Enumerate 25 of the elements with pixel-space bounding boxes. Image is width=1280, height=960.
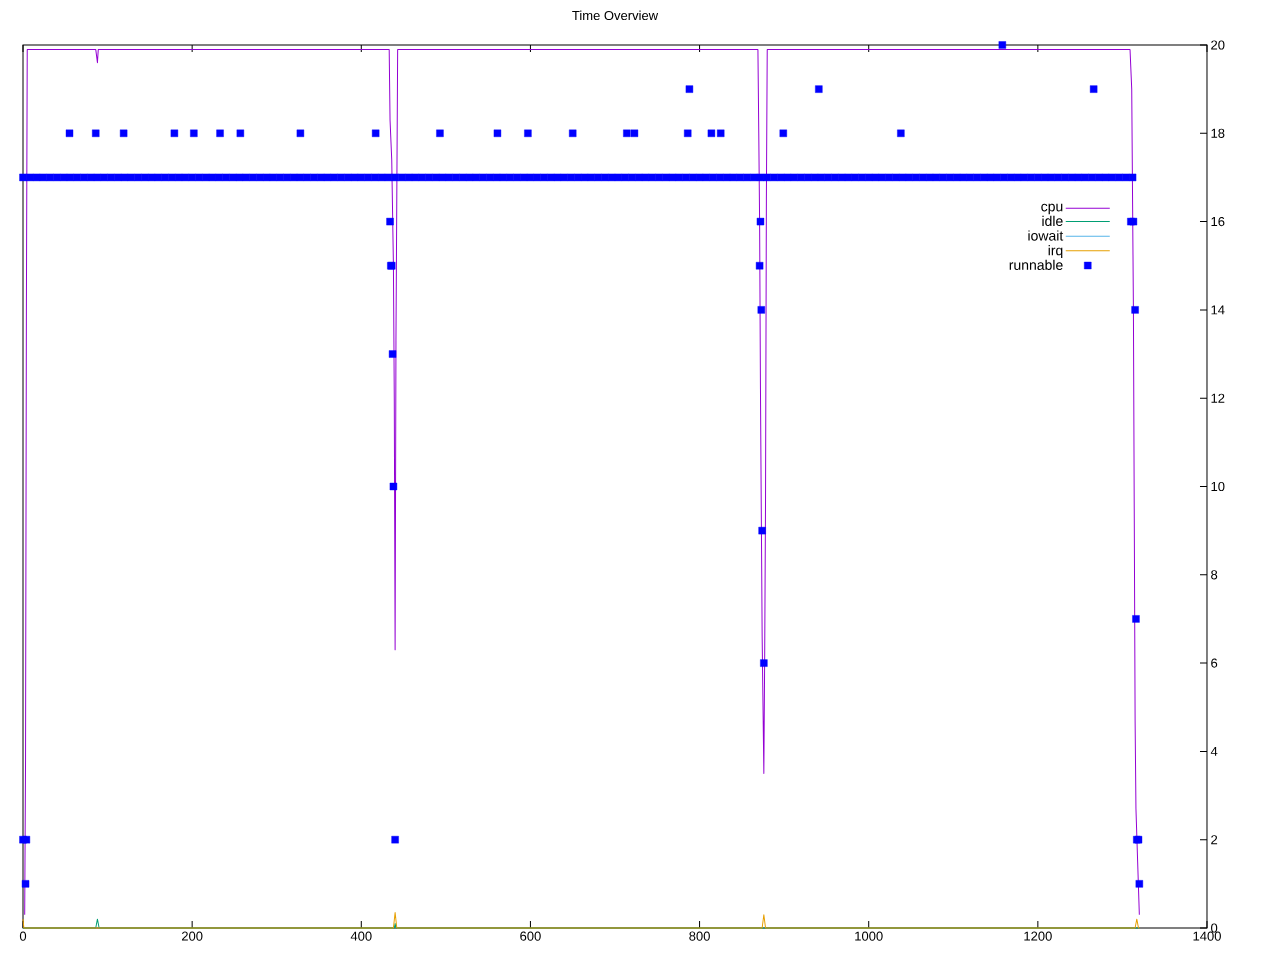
y2-tick-label: 2 <box>1211 835 1218 845</box>
legend-label: irq <box>1048 245 1063 259</box>
chart-title: Time Overview <box>572 10 659 21</box>
legend-label: idle <box>1042 215 1063 227</box>
y2-tick-label: 18 <box>1211 128 1225 138</box>
legend-label: iowait <box>1028 230 1064 241</box>
x-tick-label: 600 <box>520 931 541 941</box>
y2-tick-label: 6 <box>1211 658 1218 668</box>
legend-label: cpu <box>1041 203 1063 215</box>
y2-tick-label: 12 <box>1211 393 1225 403</box>
legend-label: runnable <box>1009 259 1063 270</box>
x-tick-label: 1200 <box>1024 931 1052 941</box>
x-tick-label: 0 <box>19 931 27 941</box>
y2-tick-label: 14 <box>1211 305 1225 315</box>
x-tick-label: 200 <box>181 931 203 941</box>
x-tick-label: 1000 <box>855 931 883 941</box>
x-tick-label: 400 <box>350 931 372 941</box>
y2-tick-label: 0 <box>1211 923 1218 933</box>
y2-tick-label: 20 <box>1211 40 1225 50</box>
y2-tick-label: 4 <box>1210 746 1218 756</box>
x-tick-label: 1400 <box>1193 931 1221 941</box>
y2-tick-label: 16 <box>1211 216 1225 227</box>
y2-tick-label: 8 <box>1211 570 1218 580</box>
y2-tick-label: 10 <box>1211 481 1225 492</box>
x-tick-label: 800 <box>689 931 710 941</box>
